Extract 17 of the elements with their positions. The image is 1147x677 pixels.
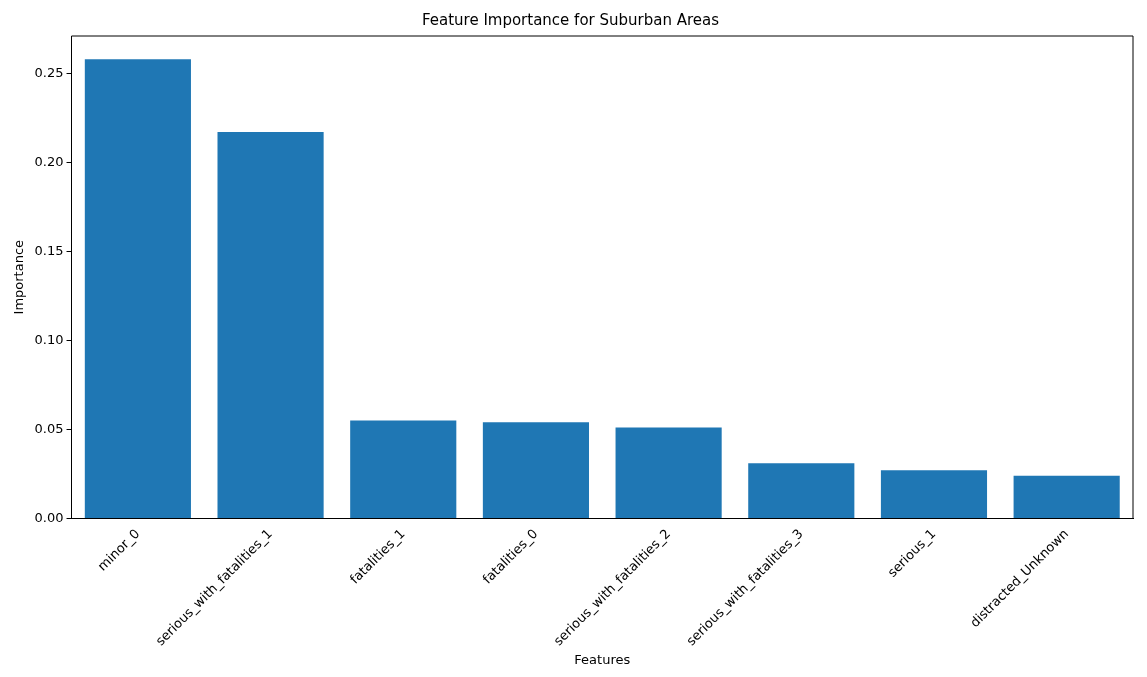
bar xyxy=(1013,475,1120,518)
y-tick-label: 0.20 xyxy=(34,153,64,169)
bar xyxy=(615,427,722,518)
y-tick-label: 0.10 xyxy=(34,331,64,347)
chart-title: Feature Importance for Suburban Areas xyxy=(421,10,720,29)
y-tick-label: 0.05 xyxy=(34,420,64,436)
bar xyxy=(350,420,457,518)
bar xyxy=(84,59,191,518)
bar xyxy=(748,463,855,518)
bar xyxy=(880,470,988,518)
bar xyxy=(482,422,589,518)
bar xyxy=(217,132,324,518)
x-axis-title: Features xyxy=(574,651,631,667)
y-tick-label: 0.00 xyxy=(34,509,64,525)
y-tick-label: 0.15 xyxy=(34,242,64,258)
y-axis-title: Importance xyxy=(11,239,27,315)
y-tick-label: 0.25 xyxy=(34,64,64,80)
